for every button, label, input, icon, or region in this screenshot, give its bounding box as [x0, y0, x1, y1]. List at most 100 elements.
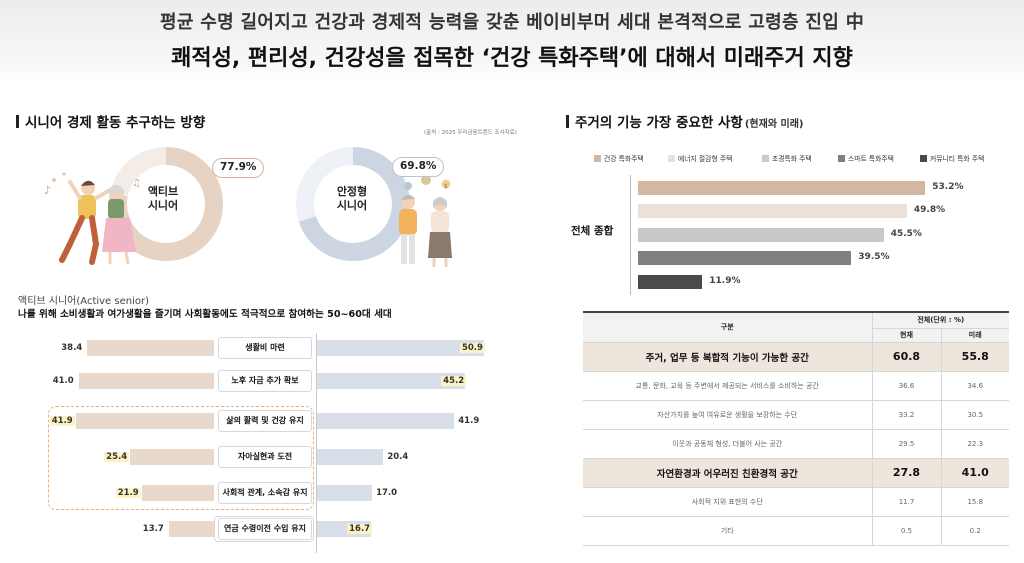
- bar-right: [316, 340, 484, 356]
- table-cell-now: 27.8: [871, 458, 941, 488]
- table-row: 주거, 업무 등 복합적 기능이 가능한 공간 60.8 55.8: [583, 342, 1009, 372]
- donut-active-percent: 77.9%: [212, 158, 265, 178]
- table-cell-now: 29.5: [871, 429, 941, 459]
- total-label: 전체 종합: [571, 225, 614, 237]
- table-header-now: 현재: [871, 328, 941, 343]
- legend-item: 에너지 절감형 주택: [668, 153, 732, 163]
- value-label-left: 25.4: [104, 452, 130, 462]
- value-label-left: 13.7: [142, 524, 164, 534]
- svg-text:♪: ♪: [44, 184, 51, 197]
- table-header-group: 전체(단위 : %): [871, 311, 1009, 329]
- active-senior-description: 나를 위해 소비생활과 여가생활을 즐기며 사회활동에도 적극적으로 참여하는 …: [18, 309, 392, 320]
- table-row: 자산가치를 높여 여유로운 생활을 보장하는 수단 33.2 30.5: [583, 400, 1009, 430]
- value-label-right: 16.7: [347, 524, 373, 534]
- table-row: 기타 0.5 0.2: [583, 516, 1009, 546]
- legend-item: 커뮤니티 특화 주택: [920, 153, 984, 163]
- header-banner: 평균 수명 길어지고 건강과 경제적 능력을 갖춘 베이비부머 세대 본격적으로…: [0, 0, 1024, 84]
- table-cell-label: 사회적 지위 표현의 수단: [583, 487, 872, 517]
- title-bar-marker: [16, 115, 19, 128]
- category-label: 사회적 관계, 소속감 유지: [218, 482, 312, 504]
- value-label-left: 21.9: [115, 488, 141, 498]
- legend-item: 조경특화 주택: [762, 153, 812, 163]
- legend-label: 스마트 특화주택: [848, 155, 894, 163]
- table-header-category: 구분: [583, 311, 872, 343]
- table-cell-label: 기타: [583, 516, 872, 546]
- right-section-title: 주거의 기능 가장 중요한 사항 (현재와 미래): [566, 111, 803, 131]
- headline-line1: 평균 수명 길어지고 건강과 경제적 능력을 갖춘 베이비부머 세대 본격적으로…: [159, 12, 865, 33]
- value-label-left: 41.0: [52, 376, 74, 386]
- donut-arc: [296, 147, 410, 261]
- legend-swatch: [838, 155, 845, 162]
- svg-text:♫: ♫: [132, 178, 141, 189]
- housing-bar: [638, 251, 852, 265]
- housing-bar-value: 49.8%: [913, 205, 946, 215]
- legend-item: 건강 특화주택: [594, 153, 644, 163]
- table-header-future: 미래: [940, 328, 1009, 343]
- table-cell-label: 주거, 업무 등 복합적 기능이 가능한 공간: [583, 342, 872, 372]
- bar-left: [168, 521, 214, 537]
- table-cell-label: 교통, 문화, 교육 등 주변에서 제공되는 서비스를 소비하는 공간: [583, 371, 872, 401]
- table-cell-future: 0.2: [940, 516, 1009, 546]
- table-cell-now: 0.5: [871, 516, 941, 546]
- table-cell-label: 자연환경과 어우러진 친환경적 공간: [583, 458, 872, 488]
- housing-bar-value: 53.2%: [932, 182, 964, 192]
- table-row: 자연환경과 어우러진 친환경적 공간 27.8 41.0: [583, 458, 1009, 488]
- category-label: 삶의 활력 및 건강 유지: [218, 410, 312, 432]
- table-cell-future: 22.3: [940, 429, 1009, 459]
- bar-right: [316, 413, 455, 429]
- couple-dancing-illustration: ♪ ♫: [44, 172, 141, 265]
- pension-row-box: [214, 516, 314, 542]
- left-section-title: 시니어 경제 활동 추구하는 방향: [16, 111, 205, 131]
- table-body: 주거, 업무 등 복합적 기능이 가능한 공간 60.8 55.8 교통, 문화, 교…: [583, 342, 1009, 546]
- table-cell-future: 34.6: [940, 371, 1009, 401]
- value-label-right: 20.4: [387, 452, 409, 462]
- housing-bar-value: 39.5%: [858, 252, 890, 262]
- hbar-axis-line: [630, 175, 631, 295]
- table-cell-now: 60.8: [871, 342, 941, 372]
- legend-label: 조경특화 주택: [772, 155, 812, 163]
- table-row: 교통, 문화, 교육 등 주변에서 제공되는 서비스를 소비하는 공간 36.6 3…: [583, 371, 1009, 401]
- legend-item: 스마트 특화주택: [838, 153, 894, 163]
- source-note: (출처 : 2025 우리금융트렌드 조사자료): [424, 130, 517, 136]
- table-cell-now: 36.6: [871, 371, 941, 401]
- category-label: 노후 자금 추가 확보: [218, 370, 312, 392]
- housing-bar-value: 45.5%: [890, 229, 922, 239]
- bar-right: [316, 373, 466, 389]
- table-cell-future: 55.8: [940, 342, 1009, 372]
- legend-swatch: [668, 155, 675, 162]
- donut-stable-percent: 69.8%: [392, 157, 445, 177]
- table-row: 이웃과 공동체 형성, 더불어 사는 공간 29.5 22.3: [583, 429, 1009, 459]
- table-cell-label: 자산가치를 높여 여유로운 생활을 보장하는 수단: [583, 400, 872, 430]
- bar-left: [130, 449, 214, 465]
- value-label-right: 17.0: [376, 488, 398, 498]
- donut-active-label: 액티브 시니어: [147, 185, 179, 212]
- legend-label: 커뮤니티 특화 주택: [930, 155, 985, 163]
- category-label: 자아실현과 도전: [218, 446, 312, 468]
- value-label-right: 45.2: [441, 376, 467, 386]
- svg-text:$: $: [444, 183, 448, 190]
- housing-bar: [638, 275, 703, 289]
- table-cell-future: 30.5: [940, 400, 1009, 430]
- value-label-left: 38.4: [61, 343, 83, 353]
- table-row: 사회적 지위 표현의 수단 11.7 15.8: [583, 487, 1009, 517]
- housing-bar-value: 11.9%: [709, 276, 741, 286]
- table-cell-future: 15.8: [940, 487, 1009, 517]
- legend-label: 에너지 절감형 주택: [678, 155, 733, 163]
- bar-left: [141, 485, 214, 501]
- table-cell-now: 33.2: [871, 400, 941, 430]
- housing-bar: [638, 228, 884, 242]
- category-label: 연금 수령이전 수입 유지: [218, 518, 312, 540]
- housing-function-table: 구분 전체(단위 : %) 현재 미래 주거, 업무 등 복합적 기능이 가능한…: [583, 311, 1009, 546]
- donut-stable-label: 안정형 시니어: [336, 185, 368, 212]
- legend-label: 건강 특화주택: [604, 155, 644, 163]
- housing-bar: [638, 204, 907, 218]
- value-label-right: 50.9: [459, 343, 485, 353]
- headline-line2: 쾌적성, 편리성, 건강성을 접목한 ‘건강 특화주택’에 대해서 미래주거 지…: [171, 46, 853, 71]
- value-label-left: 41.9: [49, 416, 75, 426]
- table-cell-future: 41.0: [940, 458, 1009, 488]
- legend-swatch: [594, 155, 601, 162]
- table-cell-now: 11.7: [871, 487, 941, 517]
- category-label: 생활비 마련: [218, 337, 312, 359]
- legend-swatch: [762, 155, 769, 162]
- bar-left: [75, 413, 214, 429]
